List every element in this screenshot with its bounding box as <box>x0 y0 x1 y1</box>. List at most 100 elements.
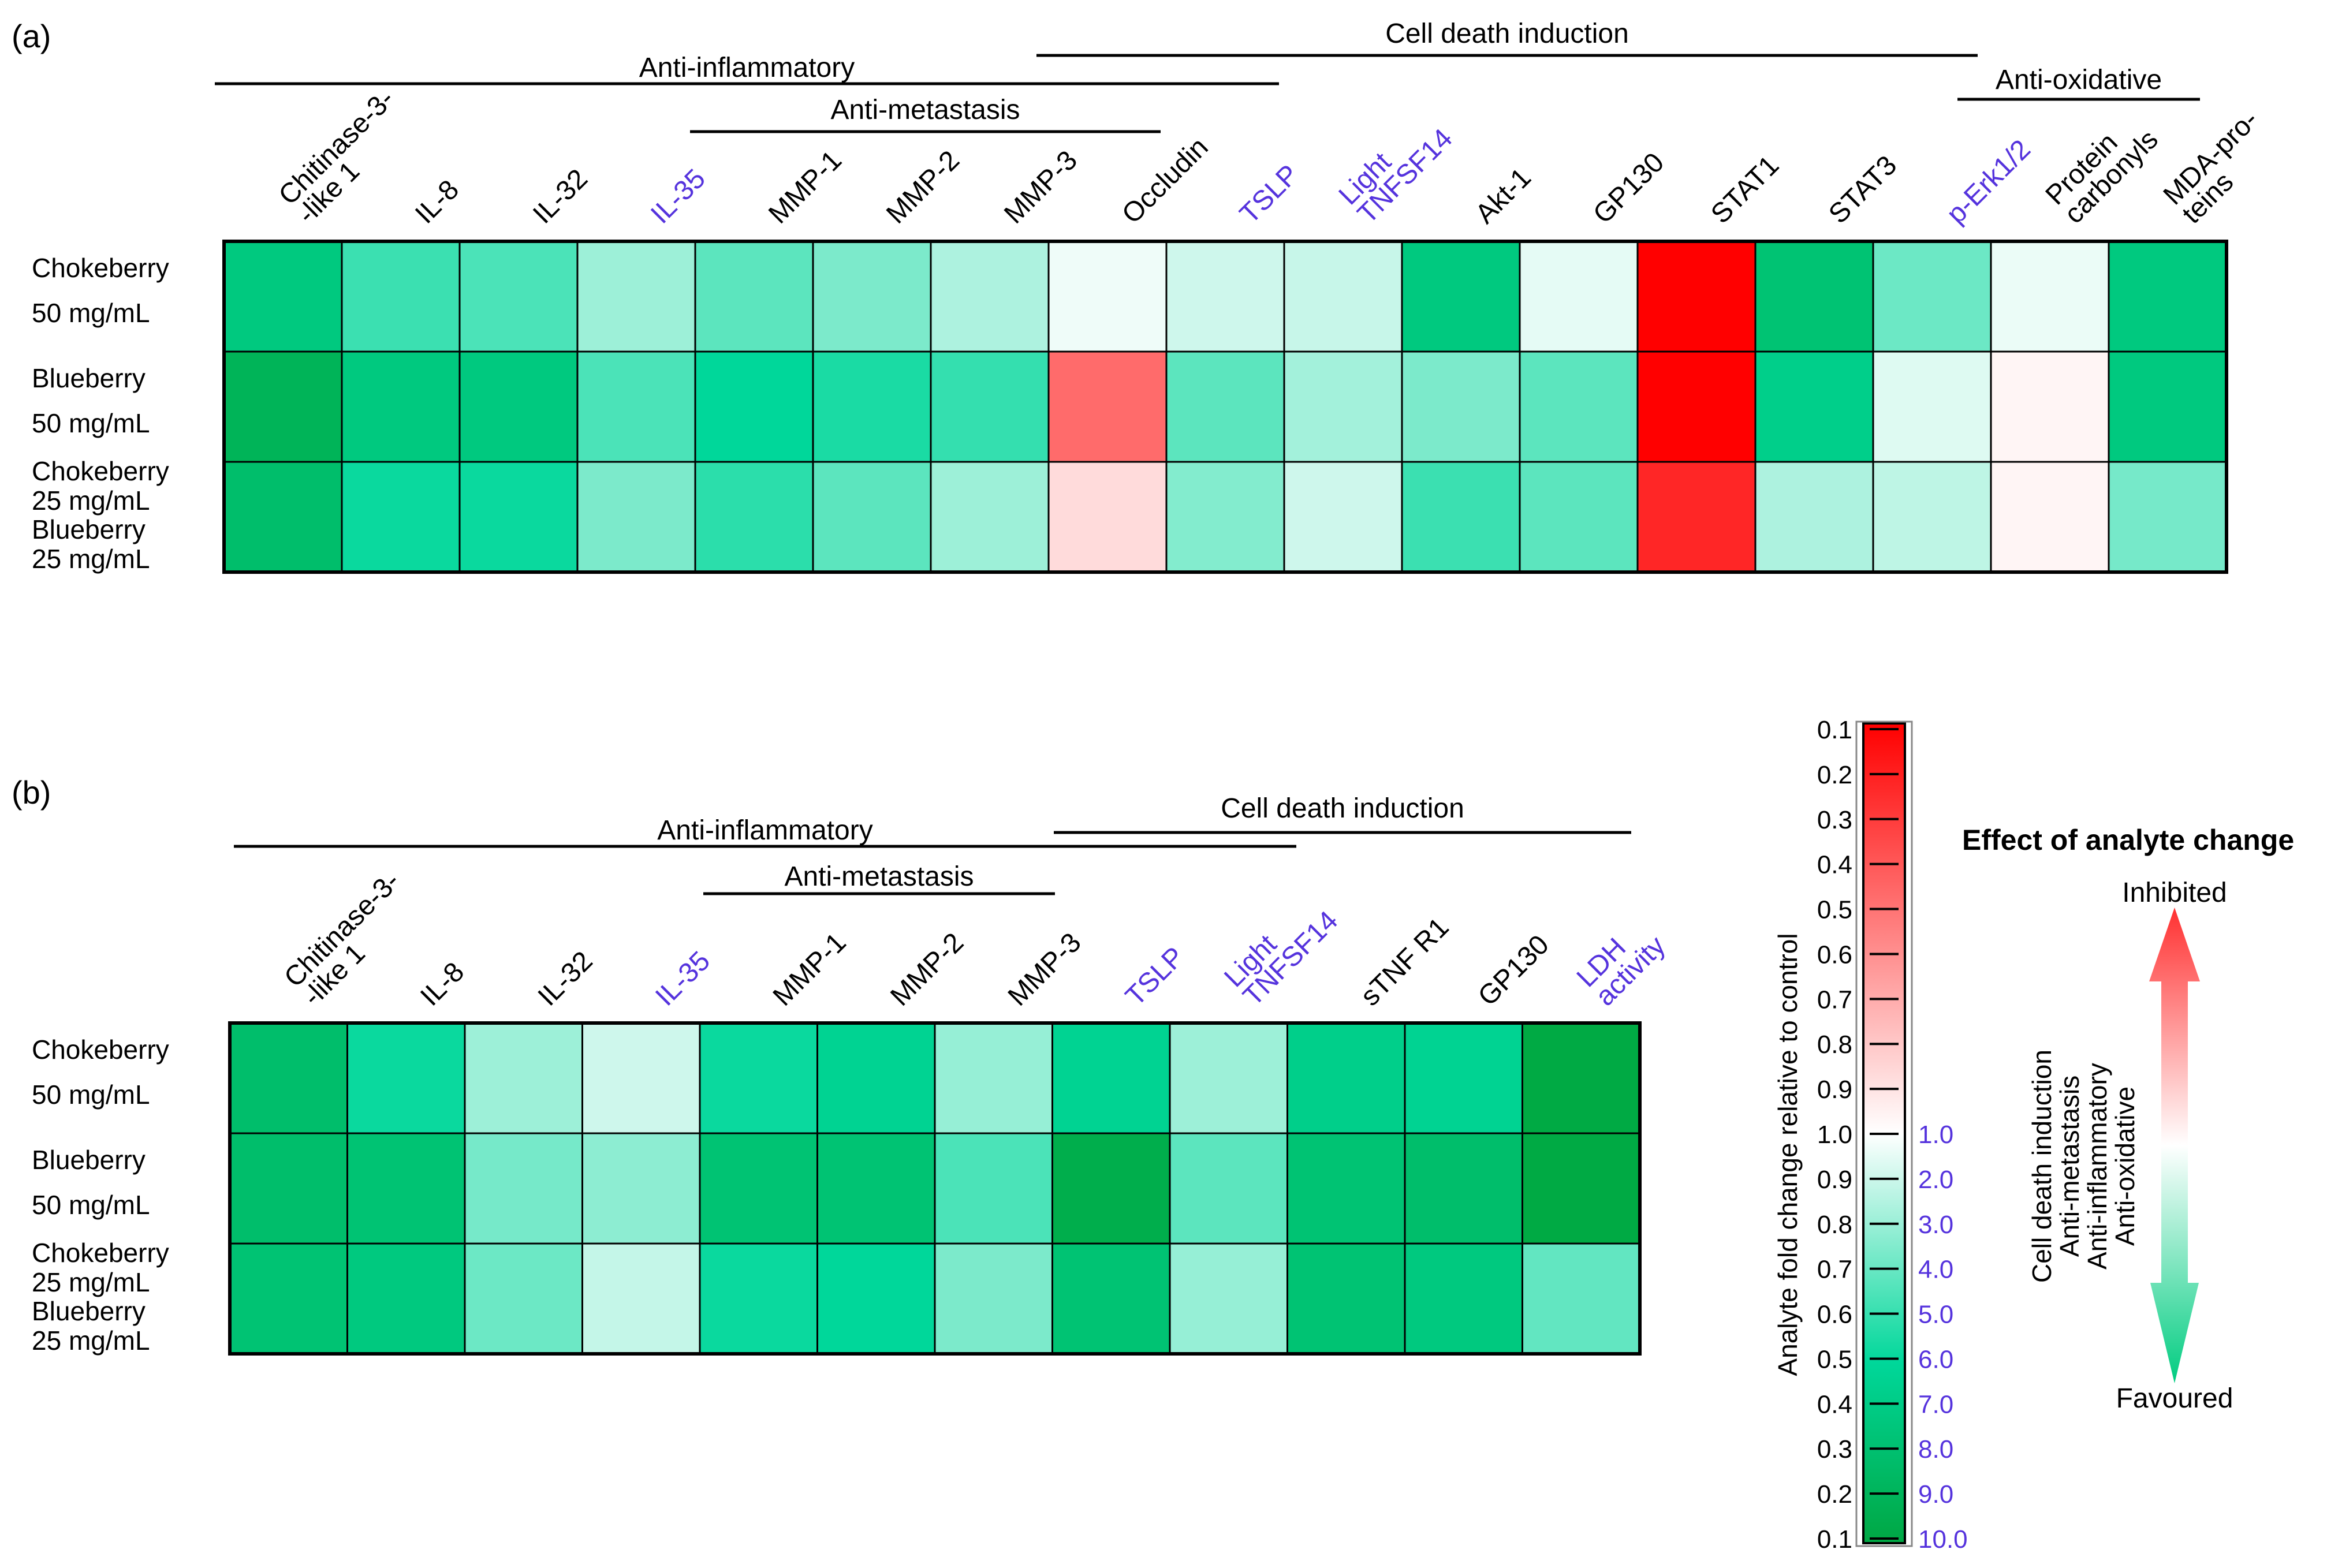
heatmap-cell <box>1404 1132 1523 1245</box>
panel-a-row-labels: Chokeberry 50 mg/mL Blueberry 50 mg/mL Choke… <box>32 253 169 574</box>
panel-b-cells <box>228 1021 1642 1356</box>
group-bracket-label: Anti-metastasis <box>830 95 1020 125</box>
panel-label-a: (a) <box>12 18 51 54</box>
color-scale-ticks: 0.1 0.2 0.3 0.4 0.5 0.6 0.7 0.8 0.9 1.0 0.9 0.8 0.7 0… <box>1817 716 1968 1554</box>
scale-tick-label: 0.2 <box>1817 761 1852 789</box>
heatmap-cell <box>464 1242 583 1355</box>
scale-tick-label: 0.6 <box>1817 940 1852 969</box>
column-label: MMP-2 <box>885 927 969 1012</box>
column-label: Chitinase-3--like 1 <box>273 84 419 230</box>
panel-label-b: (b) <box>12 774 51 811</box>
favoured-label: Favoured <box>2116 1383 2233 1414</box>
heatmap-cell <box>930 350 1050 463</box>
heatmap-cell <box>576 240 696 353</box>
scale-fold-label: 6.0 <box>1918 1345 1953 1373</box>
scale-tick-label: 0.4 <box>1817 1390 1852 1418</box>
heatmap-cell <box>930 240 1050 353</box>
scale-tick-label: 0.4 <box>1817 851 1852 879</box>
inhibited-label: Inhibited <box>2122 878 2227 908</box>
heatmap-cell <box>2108 461 2228 573</box>
color-scale-axis-label: Analyte fold change relative to control <box>1773 933 1803 1376</box>
scale-tick-label: 0.7 <box>1817 985 1852 1014</box>
column-label: Occludin <box>1116 132 1214 230</box>
scale-tick-label: 0.1 <box>1817 716 1852 744</box>
scale-tick-label: 0.3 <box>1817 806 1852 834</box>
heatmap-cell <box>699 1022 818 1134</box>
heatmap-cell <box>1051 1022 1171 1134</box>
panel-b-column-labels: Chitinase-3--like 1 IL-8 IL-32 IL-35 MMP-1 MM… <box>278 866 1671 1012</box>
heatmap-cell <box>694 240 814 353</box>
heatmap-cell <box>1286 1022 1406 1134</box>
heatmap-cell <box>576 350 696 463</box>
heatmap-cell <box>812 461 932 573</box>
heatmap-cell <box>223 240 343 353</box>
row-label: 25 mg/mL <box>32 1267 150 1297</box>
column-label: MMP-3 <box>1002 927 1087 1012</box>
column-label: GP130 <box>1587 147 1670 230</box>
scale-fold-label: 7.0 <box>1918 1390 1953 1418</box>
row-label: 25 mg/mL <box>32 486 150 516</box>
column-label: MMP-2 <box>881 145 965 230</box>
color-scale-legend: 0.1 0.2 0.3 0.4 0.5 0.6 0.7 0.8 0.9 1.0 0.9 0.8 0.7 0… <box>1773 716 1968 1554</box>
heatmap-cell <box>341 350 461 463</box>
heatmap-cell <box>1165 461 1285 573</box>
heatmap-border <box>228 1021 1642 1356</box>
heatmap-border <box>222 240 2228 574</box>
row-label: 50 mg/mL <box>32 1190 150 1220</box>
heatmap-cell <box>1522 1022 1641 1134</box>
scale-tick-label: 0.8 <box>1817 1031 1852 1059</box>
color-scale-frame <box>1855 720 1913 1547</box>
column-label: MMP-1 <box>763 145 848 230</box>
heatmap-cell <box>816 1132 936 1245</box>
group-bracket-label: Cell death induction <box>1221 793 1464 824</box>
heatmap-cell <box>464 1132 583 1245</box>
row-label: Blueberry <box>32 1296 146 1326</box>
column-label: IL-32 <box>532 946 599 1012</box>
column-label: Proteincarbonyls <box>2040 106 2164 230</box>
heatmap-cell <box>1522 1242 1641 1355</box>
heatmap-cell <box>1169 1022 1288 1134</box>
row-label: 50 mg/mL <box>32 1080 150 1110</box>
heatmap-cell <box>812 240 932 353</box>
scale-fold-label: 9.0 <box>1918 1480 1953 1509</box>
heatmap-cell <box>1051 1132 1171 1245</box>
scale-fold-label: 5.0 <box>1918 1301 1953 1329</box>
scale-tick-label: 0.8 <box>1817 1211 1852 1239</box>
effect-legend: Effect of analyte change Inhibited Favou… <box>1962 824 2294 1414</box>
column-label: MMP-1 <box>767 927 852 1012</box>
heatmap-cell <box>1404 1022 1523 1134</box>
scale-tick-label: 0.1 <box>1817 1525 1852 1554</box>
row-label: Blueberry <box>32 514 146 544</box>
group-bracket-label: Anti-inflammatory <box>639 53 855 83</box>
panel-a-column-labels: Chitinase-3--like 1 IL-8 IL-32 IL-35 MMP-1 MM… <box>273 84 2265 230</box>
effect-legend-title: Effect of analyte change <box>1962 824 2294 856</box>
heatmap-cell <box>1754 461 1874 573</box>
heatmap-cell <box>1519 461 1639 573</box>
scale-fold-label: 3.0 <box>1918 1211 1953 1239</box>
effect-double-arrow-icon <box>2149 908 2200 1383</box>
heatmap-cell <box>812 350 932 463</box>
heatmap-cell <box>1047 350 1168 463</box>
heatmap-cell <box>1990 240 2110 353</box>
heatmap-cell <box>1401 350 1521 463</box>
effect-anti-inflammatory: Anti-inflammatory <box>2082 1063 2112 1270</box>
column-label: IL-8 <box>415 957 470 1012</box>
heatmap-cell <box>581 1242 701 1355</box>
effect-anti-oxidative: Anti-oxidative <box>2110 1087 2140 1246</box>
heatmap-cell <box>341 240 461 353</box>
column-label: TSLP <box>1234 159 1304 229</box>
row-label: 50 mg/mL <box>32 408 150 438</box>
column-label: IL-35 <box>645 163 711 230</box>
heatmap-cell <box>1169 1242 1288 1355</box>
scale-tick-label: 0.5 <box>1817 1345 1852 1373</box>
heatmap-cell <box>341 461 461 573</box>
heatmap-cell <box>1286 1242 1406 1355</box>
group-bracket-label: Anti-metastasis <box>784 861 974 892</box>
heatmap-cell <box>223 350 343 463</box>
heatmap-cell <box>1990 461 2110 573</box>
panel-b-row-labels: Chokeberry 50 mg/mL Blueberry 50 mg/mL Choke… <box>32 1035 169 1356</box>
row-label: Blueberry <box>32 1145 146 1175</box>
scale-fold-label: 4.0 <box>1918 1256 1953 1284</box>
heatmap-cell <box>1754 240 1874 353</box>
heatmap-cell <box>1872 350 1992 463</box>
